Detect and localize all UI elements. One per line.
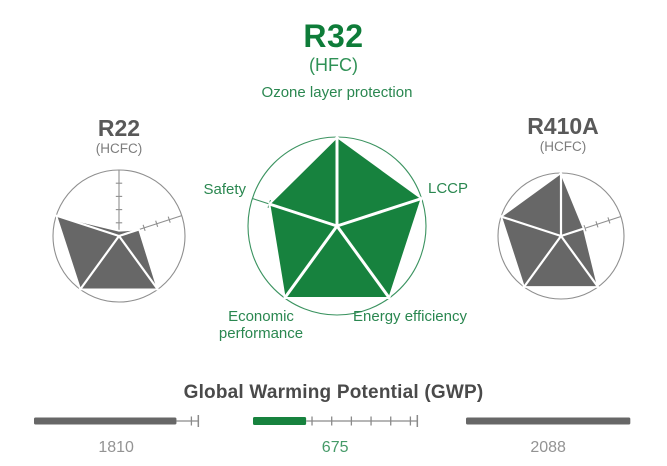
- left-chart-subtitle: (HCFC): [95, 141, 143, 157]
- right-chart-header: R410A (HCFC): [483, 113, 643, 155]
- right-chart-subtitle: (HCFC): [539, 139, 587, 155]
- gwp-section-title: Global Warming Potential (GWP): [183, 382, 484, 403]
- gwp-bar-r32: 675: [253, 415, 419, 456]
- center-chart-subtitle: (HFC): [309, 54, 358, 75]
- axis-label-lccp: LCCP: [428, 180, 469, 197]
- center-chart-title: R32: [303, 18, 364, 54]
- left-chart-title: R22: [97, 115, 141, 141]
- axis-label-safety: Safety: [203, 181, 246, 198]
- gwp-value-r32: 675: [322, 439, 349, 456]
- axis-label-economic: Economic performance: [218, 308, 304, 342]
- gwp-value-r22: 1810: [98, 439, 134, 456]
- r32-radar-chart: [247, 136, 427, 316]
- r22-radar-chart: [52, 169, 186, 303]
- center-chart-header: R32 (HFC): [0, 18, 667, 75]
- r410a-radar-chart: [497, 172, 625, 300]
- left-chart-header: R22 (HCFC): [39, 115, 199, 157]
- gwp-bar-r410a: 2088: [466, 417, 631, 456]
- axis-label-energy: Energy efficiency: [353, 308, 467, 325]
- axis-label-ozone: Ozone layer protection: [261, 84, 413, 101]
- gwp-value-r410a: 2088: [530, 439, 566, 456]
- gwp-bar-r22: 1810: [34, 415, 200, 456]
- right-chart-title: R410A: [527, 113, 599, 139]
